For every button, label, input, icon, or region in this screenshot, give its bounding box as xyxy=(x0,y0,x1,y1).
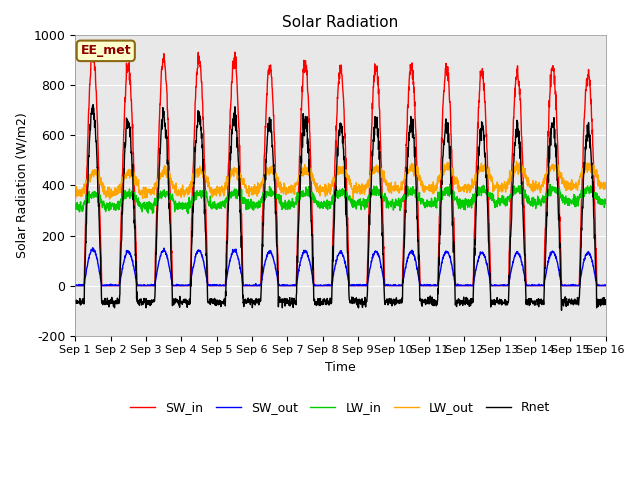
LW_out xyxy=(106,196,113,202)
Rnet xyxy=(356,300,364,306)
SW_out xyxy=(89,245,97,251)
SW_in xyxy=(71,283,79,288)
Rnet xyxy=(89,102,97,108)
LW_out xyxy=(367,169,375,175)
SW_out xyxy=(556,267,563,273)
LW_out xyxy=(71,188,79,194)
Legend: SW_in, SW_out, LW_in, LW_out, Rnet: SW_in, SW_out, LW_in, LW_out, Rnet xyxy=(125,396,556,419)
X-axis label: Time: Time xyxy=(325,361,356,374)
SW_out xyxy=(356,282,364,288)
SW_in xyxy=(570,283,578,288)
Line: LW_in: LW_in xyxy=(75,184,605,214)
SW_in xyxy=(220,283,227,288)
SW_in xyxy=(89,43,97,49)
SW_in xyxy=(356,283,364,288)
LW_in xyxy=(184,211,192,216)
LW_out xyxy=(356,182,364,188)
Line: SW_in: SW_in xyxy=(75,46,605,286)
Line: SW_out: SW_out xyxy=(75,248,605,286)
LW_in xyxy=(367,193,375,199)
Rnet xyxy=(556,225,563,231)
Title: Solar Radiation: Solar Radiation xyxy=(282,15,399,30)
Rnet xyxy=(220,301,227,307)
SW_out xyxy=(495,283,502,288)
LW_out xyxy=(513,158,520,164)
SW_in xyxy=(556,186,563,192)
SW_in xyxy=(495,283,502,288)
LW_out xyxy=(602,185,609,191)
LW_in xyxy=(356,202,364,208)
Rnet xyxy=(367,180,375,186)
LW_in xyxy=(71,204,79,210)
SW_in xyxy=(367,132,375,137)
LW_in xyxy=(446,181,454,187)
LW_out xyxy=(570,183,578,189)
LW_in xyxy=(570,192,578,197)
Rnet xyxy=(602,301,609,307)
LW_in xyxy=(220,199,227,204)
Rnet xyxy=(557,308,565,313)
LW_in xyxy=(556,191,563,196)
SW_out xyxy=(220,283,227,288)
LW_in xyxy=(602,198,609,204)
LW_in xyxy=(495,200,502,205)
Y-axis label: Solar Radiation (W/m2): Solar Radiation (W/m2) xyxy=(15,113,28,258)
Rnet xyxy=(570,297,578,303)
Rnet xyxy=(71,300,79,306)
Rnet xyxy=(495,300,502,306)
SW_in xyxy=(602,283,609,288)
SW_out xyxy=(367,258,375,264)
LW_out xyxy=(556,174,563,180)
LW_out xyxy=(495,187,502,192)
Text: EE_met: EE_met xyxy=(81,44,131,57)
SW_out xyxy=(602,283,609,288)
Line: Rnet: Rnet xyxy=(75,105,605,311)
LW_out xyxy=(220,190,227,195)
SW_out xyxy=(570,283,578,288)
SW_out xyxy=(71,283,79,288)
Line: LW_out: LW_out xyxy=(75,161,605,199)
